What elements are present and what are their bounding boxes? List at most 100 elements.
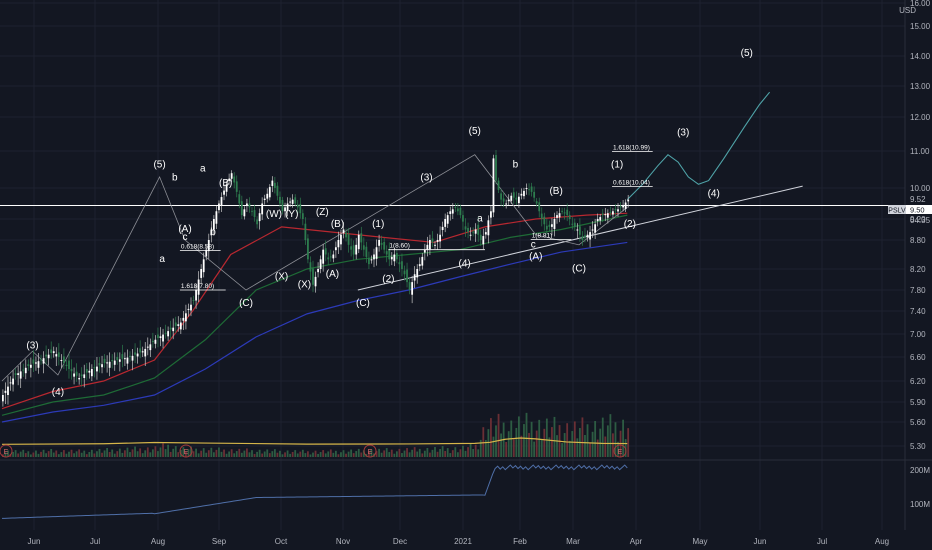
candle-body (73, 373, 75, 377)
volume-bar (73, 453, 75, 457)
volume-bar (225, 453, 228, 457)
x-tick-label: Feb (513, 537, 527, 546)
candle-body (235, 181, 238, 192)
candle-body (42, 358, 45, 364)
volume-bar (202, 448, 205, 457)
volume-bar (576, 438, 579, 457)
candle-body (116, 357, 119, 360)
volume-bar (299, 451, 302, 457)
candle-body (29, 364, 32, 368)
candle-body (375, 247, 378, 259)
candle-body (154, 339, 157, 344)
candle-body (177, 324, 180, 326)
volume-bar (121, 452, 124, 457)
candle-body (479, 234, 482, 240)
candle-body (159, 336, 162, 339)
volume-bar (134, 446, 136, 457)
volume-bar (317, 453, 319, 457)
volume-bar (309, 454, 312, 457)
candle-body (63, 356, 65, 363)
volume-bar (45, 453, 48, 457)
event-marker-label: E (618, 449, 623, 456)
candle-body (436, 240, 439, 242)
wave-label: c (183, 232, 188, 243)
volume-bar (289, 453, 292, 457)
volume-bar (141, 453, 144, 457)
candle-body (162, 334, 164, 342)
wave-label: (3) (26, 340, 38, 351)
volume-bar (329, 449, 332, 457)
candle-body (149, 344, 152, 351)
candle-body (296, 204, 299, 208)
volume-bar (614, 422, 617, 457)
ticker-badge[interactable] (888, 205, 906, 214)
volume-bar (98, 448, 101, 457)
volume-bar (233, 453, 236, 457)
volume-bar (548, 437, 551, 457)
volume-bar (586, 424, 589, 457)
volume-bar (441, 446, 444, 457)
event-marker-label: E (184, 449, 189, 456)
candle-body (441, 226, 444, 231)
volume-bar (474, 444, 477, 457)
candle-body (543, 216, 546, 225)
candle-body (360, 233, 363, 243)
candle-body (164, 332, 167, 334)
volume-bar (12, 451, 14, 457)
volume-bar (50, 448, 53, 457)
volume-bar (378, 448, 380, 457)
volume-bar (439, 448, 441, 457)
volume-bar (528, 432, 530, 457)
volume-bar (357, 448, 360, 457)
x-tick-label: May (692, 537, 707, 546)
candle-body (7, 386, 9, 395)
candle-body (454, 206, 457, 208)
volume-bar (606, 425, 609, 457)
candle-body (474, 229, 477, 234)
candle-body (413, 274, 416, 281)
candle-body (218, 203, 220, 211)
candle-body (408, 282, 411, 290)
candle-body (596, 219, 599, 222)
volume-bar (57, 454, 60, 457)
volume-bar (154, 446, 157, 457)
volume-bar (352, 453, 355, 457)
candle-body (210, 229, 213, 236)
volume-bar (268, 453, 271, 457)
candle-body (223, 190, 225, 195)
candle-body (530, 186, 533, 192)
volume-bar (345, 453, 347, 457)
volume-bar (418, 448, 421, 457)
candle-body (589, 232, 591, 240)
candle-body (78, 378, 81, 380)
volume-bar (126, 447, 129, 457)
candle-body (190, 304, 192, 311)
projection-path (626, 91, 771, 201)
wave-labels: (3)(4)(5)ba(B)(A)c ba(C)(W) (Y) (Z)(B)(X)(X… (26, 48, 752, 398)
volume-bar (294, 450, 297, 457)
volume-bar (545, 418, 548, 457)
candle-body (4, 390, 7, 393)
volume-bar (235, 451, 238, 457)
lower-indicator (1, 464, 628, 519)
candle-body (406, 269, 408, 283)
volume-bar (408, 452, 411, 457)
volume-bar (312, 452, 314, 457)
volume-bar (421, 453, 424, 457)
wave-label: (4) (52, 387, 64, 398)
candle-body (462, 215, 464, 222)
candle-body (622, 205, 624, 208)
volume-bar (434, 447, 436, 457)
candle-body (90, 369, 93, 377)
candle-body (32, 359, 35, 364)
x-tick-label: Apr (630, 537, 643, 546)
candle-body (439, 234, 441, 242)
y-tick-label: 11.00 (910, 147, 930, 156)
volume-bar (83, 450, 86, 457)
wave-label: b (210, 227, 216, 238)
candle-body (576, 229, 579, 231)
volume-bar (129, 452, 131, 457)
volume-bar (291, 451, 294, 457)
candle-body (2, 395, 4, 402)
